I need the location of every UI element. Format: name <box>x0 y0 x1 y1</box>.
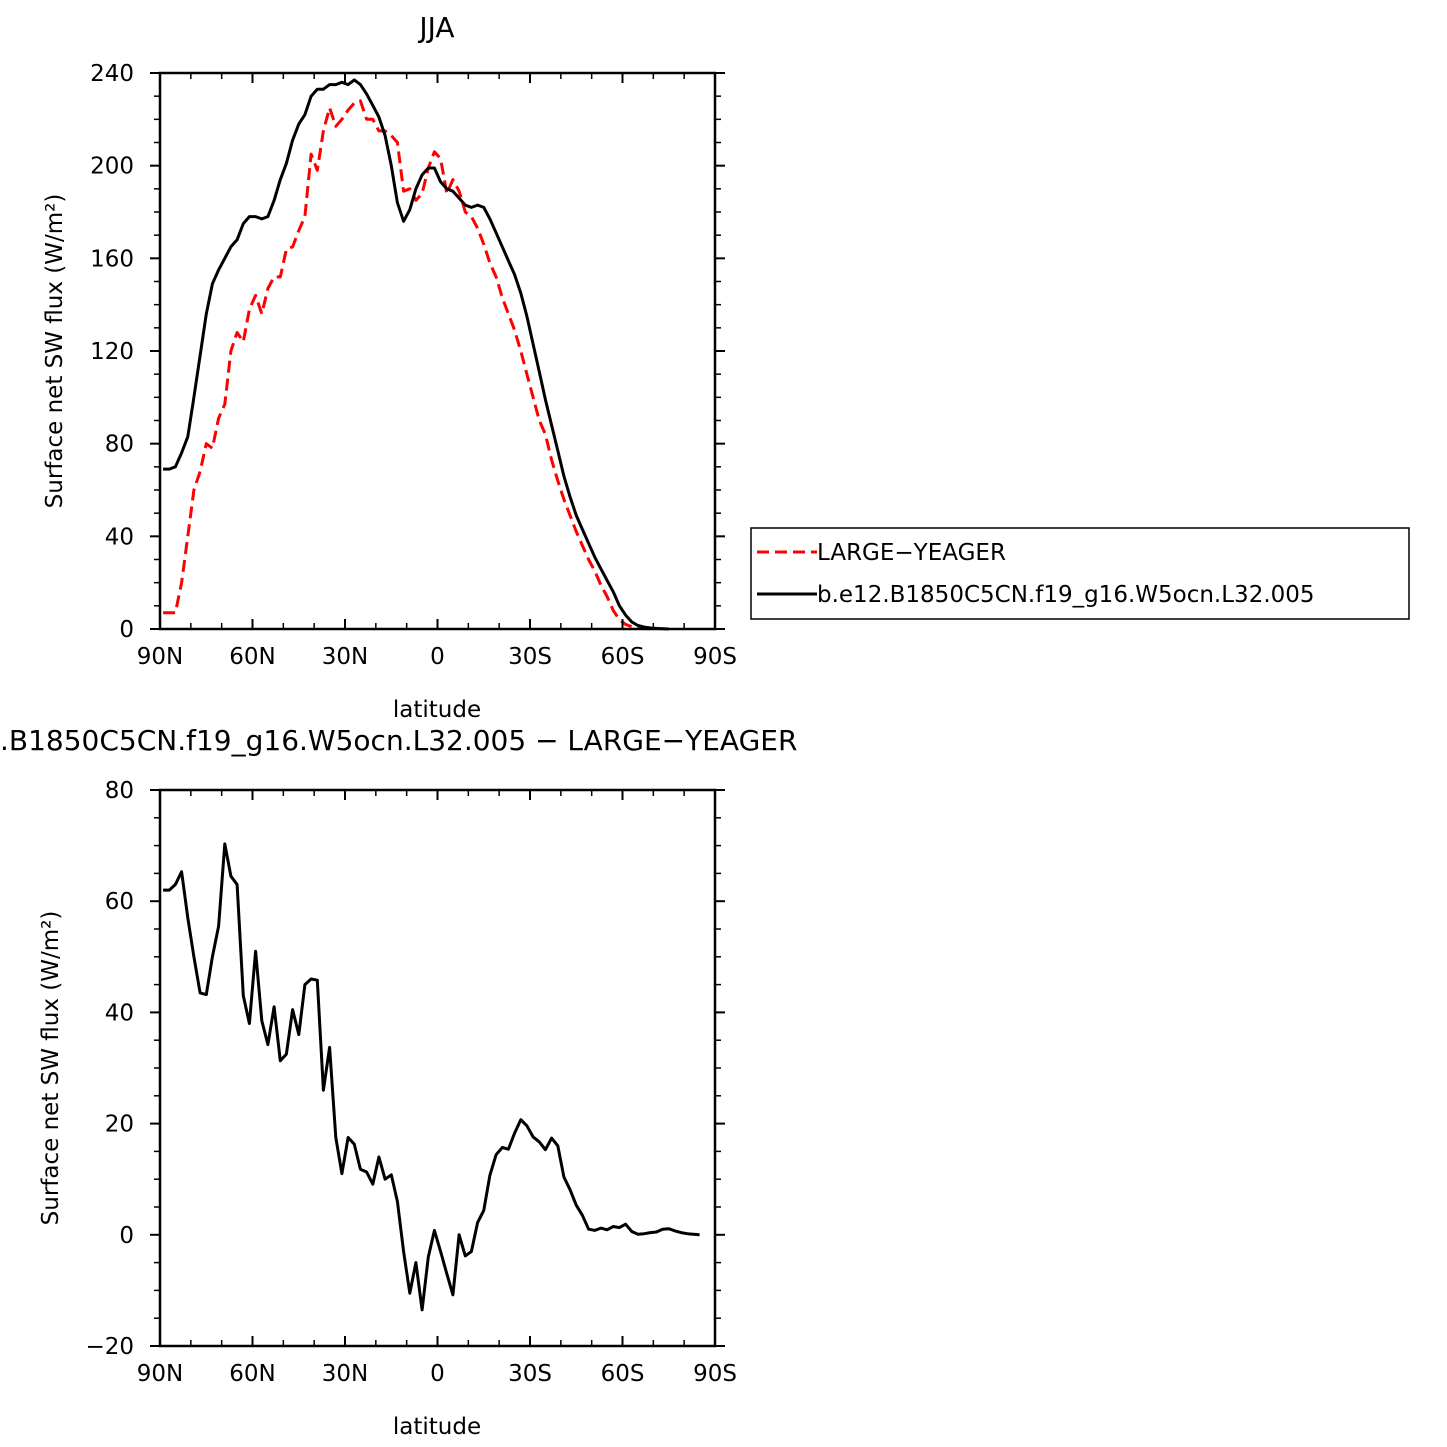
chart-bottom-x-tick-label-2: 30N <box>322 1361 368 1387</box>
chart-bottom-y-tick-label-1: 0 <box>119 1223 134 1249</box>
chart-bottom-y-tick-label-2: 20 <box>105 1112 134 1138</box>
chart-top-title: JJA <box>417 11 454 44</box>
legend-label-b-e12-run: b.e12.B1850C5CN.f19_g16.W5ocn.L32.005 <box>817 582 1315 608</box>
chart-top-x-tick-label-0: 90N <box>137 644 183 670</box>
legend-label-large-yeager: LARGE−YEAGER <box>817 540 1006 566</box>
chart-bottom: .B1850C5CN.f19_g16.W5ocn.L32.005 − LARGE… <box>0 724 797 1440</box>
chart-bottom-series-line-0 <box>163 842 700 1312</box>
chart-top-y-tick-label-1: 40 <box>105 524 134 550</box>
chart-top-series-line-0 <box>163 99 654 631</box>
chart-top-x-tick-label-2: 30N <box>322 644 368 670</box>
chart-top-x-tick-label-6: 90S <box>693 644 737 670</box>
chart-bottom-x-tick-label-4: 30S <box>508 1361 552 1387</box>
chart-bottom-x-axis-title: latitude <box>393 1414 481 1440</box>
chart-bottom-ticks: 90N 60N 30N 0 30S 60S 90S −20 0 20 40 60 80 <box>85 778 736 1387</box>
chart-bottom-title: .B1850C5CN.f19_g16.W5ocn.L32.005 − LARGE… <box>0 724 797 757</box>
chart-bottom-y-tick-label-4: 60 <box>105 889 134 915</box>
legend-frame <box>750 527 1410 620</box>
chart-top-y-tick-label-0: 0 <box>119 617 134 643</box>
chart-top-x-tick-label-3: 0 <box>430 644 445 670</box>
chart-bottom-plot-frame <box>158 788 717 1348</box>
chart-top: JJA 90N 60N 30N 0 30S 60S 90S 0 40 80 120 160 200 240… <box>42 11 1410 723</box>
chart-top-y-tick-label-6: 240 <box>90 61 134 87</box>
chart-top-series-line-1 <box>163 78 669 631</box>
chart-bottom-x-tick-label-0: 90N <box>137 1361 183 1387</box>
chart-top-y-axis-title: Surface net SW flux (W/m²) <box>42 194 68 509</box>
chart-top-ticks: 90N 60N 30N 0 30S 60S 90S 0 40 80 120 160 200 240 <box>90 61 737 670</box>
chart-top-x-tick-label-4: 30S <box>508 644 552 670</box>
chart-bottom-x-tick-label-6: 90S <box>693 1361 737 1387</box>
chart-top-y-tick-label-4: 160 <box>90 246 134 272</box>
chart-top-x-tick-label-1: 60N <box>229 644 275 670</box>
chart-top-y-tick-label-3: 120 <box>90 339 134 365</box>
chart-top-x-axis-title: latitude <box>393 697 481 723</box>
chart-bottom-y-tick-label-0: −20 <box>85 1334 134 1360</box>
chart-bottom-x-tick-label-3: 0 <box>430 1361 445 1387</box>
legend: LARGE−YEAGER b.e12.B1850C5CN.f19_g16.W5o… <box>750 527 1410 620</box>
chart-bottom-x-tick-label-1: 60N <box>229 1361 275 1387</box>
chart-bottom-series-layer <box>163 842 700 1312</box>
chart-top-y-tick-label-2: 80 <box>105 432 134 458</box>
chart-bottom-y-axis-title: Surface net SW flux (W/m²) <box>38 911 64 1226</box>
chart-bottom-y-tick-label-3: 40 <box>105 1000 134 1026</box>
chart-top-x-tick-label-5: 60S <box>601 644 645 670</box>
chart-top-series-layer <box>163 78 669 631</box>
chart-bottom-x-tick-label-5: 60S <box>601 1361 645 1387</box>
chart-bottom-y-tick-label-5: 80 <box>105 778 134 804</box>
chart-top-y-tick-label-5: 200 <box>90 154 134 180</box>
